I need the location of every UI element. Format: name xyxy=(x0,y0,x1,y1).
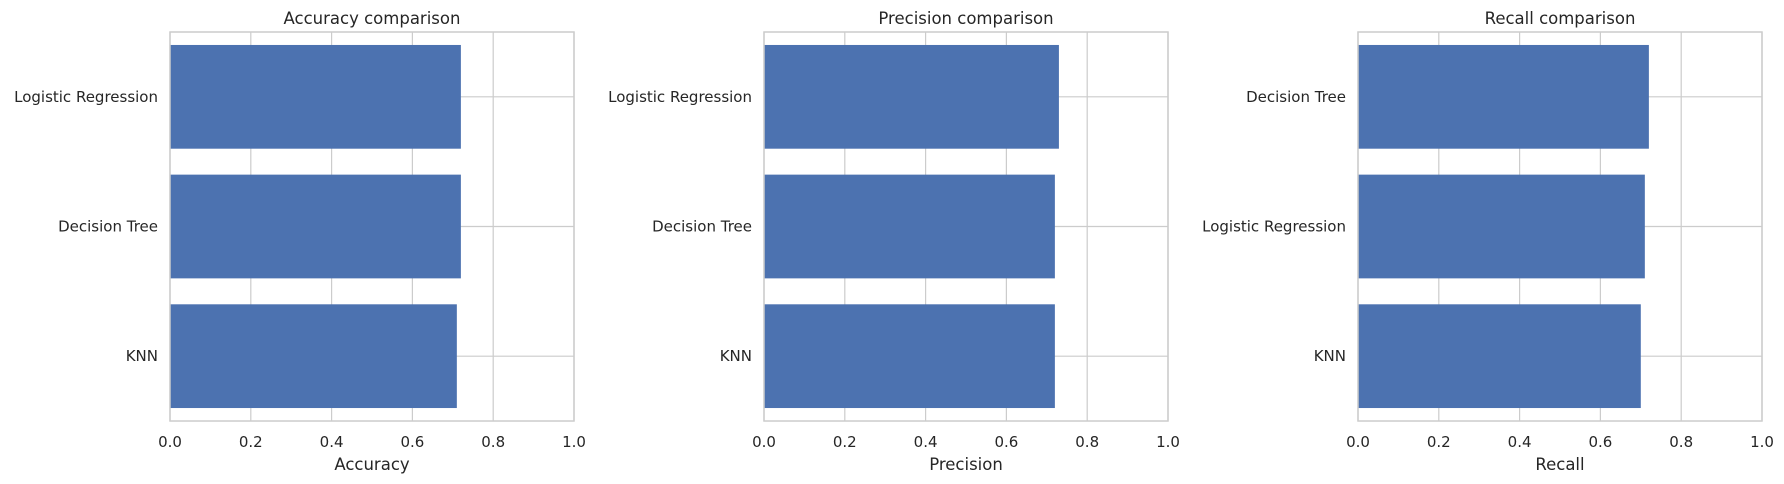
y-tick-label: Decision Tree xyxy=(58,218,158,236)
bar xyxy=(170,304,457,409)
x-axis-label: Accuracy xyxy=(334,455,410,474)
x-tick-label: 0.6 xyxy=(1588,433,1612,451)
chart-panel-0: Accuracy comparison Logistic Regression De… xyxy=(14,9,586,474)
x-axis-label: Precision xyxy=(929,455,1003,474)
y-tick-label: Logistic Regression xyxy=(1202,218,1346,236)
y-tick-label: Decision Tree xyxy=(1246,88,1346,106)
x-tick-label: 1.0 xyxy=(562,433,586,451)
y-tick-label: KNN xyxy=(126,347,158,365)
y-tick-label: KNN xyxy=(720,347,752,365)
bar xyxy=(1358,44,1649,149)
axes-frame xyxy=(763,31,1169,422)
x-tick-label: 0.0 xyxy=(158,433,182,451)
x-tick-label: 0.2 xyxy=(1427,433,1451,451)
bar xyxy=(764,304,1055,409)
bar xyxy=(1358,304,1641,409)
x-tick-label: 0.0 xyxy=(1346,433,1370,451)
x-axis-label: Recall xyxy=(1535,455,1584,474)
x-tick-label: 0.8 xyxy=(1669,433,1693,451)
bar xyxy=(764,174,1055,279)
x-tick-label: 1.0 xyxy=(1750,433,1774,451)
y-tick-label: KNN xyxy=(1314,347,1346,365)
x-tick-label: 0.4 xyxy=(320,433,344,451)
x-tick-label: 0.4 xyxy=(914,433,938,451)
y-tick-label: Decision Tree xyxy=(652,218,752,236)
bar xyxy=(764,44,1059,149)
axes-frame xyxy=(1357,31,1763,422)
y-tick-label: Logistic Regression xyxy=(608,88,752,106)
chart-title: Accuracy comparison xyxy=(284,9,461,28)
y-tick-label: Logistic Regression xyxy=(14,88,158,106)
axes-frame xyxy=(169,31,575,422)
bar xyxy=(170,174,461,279)
x-tick-label: 0.8 xyxy=(1075,433,1099,451)
x-tick-label: 1.0 xyxy=(1156,433,1180,451)
x-tick-label: 0.2 xyxy=(833,433,857,451)
bar xyxy=(170,44,461,149)
x-tick-label: 0.6 xyxy=(994,433,1018,451)
x-tick-label: 0.0 xyxy=(752,433,776,451)
x-tick-label: 0.4 xyxy=(1508,433,1532,451)
x-tick-label: 0.8 xyxy=(481,433,505,451)
chart-title: Recall comparison xyxy=(1485,9,1636,28)
chart-panel-1: Precision comparison Logistic Regression D… xyxy=(608,9,1180,474)
chart-title: Precision comparison xyxy=(878,9,1053,28)
x-tick-label: 0.6 xyxy=(400,433,424,451)
chart-panel-2: Recall comparison Decision Tree Logistic R… xyxy=(1202,9,1774,474)
bar xyxy=(1358,174,1645,279)
x-tick-label: 0.2 xyxy=(239,433,263,451)
